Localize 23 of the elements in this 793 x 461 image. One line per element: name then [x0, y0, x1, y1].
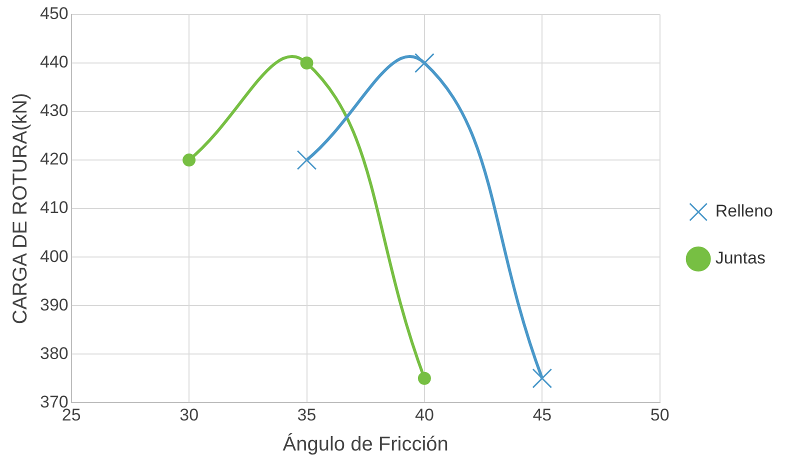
x-tick-label: 50	[650, 405, 670, 424]
y-axis-title: CARGA DE ROTURA(kN)	[10, 92, 32, 324]
point	[414, 53, 434, 73]
legend-label: Juntas	[715, 248, 766, 268]
y-tick-label: 450	[40, 4, 68, 24]
y-tick-label: 410	[40, 198, 68, 218]
point	[300, 56, 314, 70]
y-tick-label: 380	[40, 344, 68, 363]
point	[182, 154, 196, 167]
y-tick-label: 400	[40, 246, 68, 266]
y-tick-label: 420	[40, 150, 68, 169]
point	[418, 372, 431, 385]
y-tick-label: 390	[40, 295, 68, 314]
point	[296, 150, 317, 170]
y-tick-label: 430	[40, 101, 68, 120]
legend-label: Relleno	[715, 202, 774, 221]
x-tick-label: 45	[532, 405, 552, 424]
x-tick-label: 40	[414, 405, 434, 424]
x-tick-label: 35	[297, 405, 316, 424]
x-axis-title: Ángulo de Fricción	[282, 432, 448, 456]
x-tick-label: 30	[180, 405, 199, 424]
y-tick-label: 440	[40, 52, 68, 72]
point	[532, 368, 552, 388]
